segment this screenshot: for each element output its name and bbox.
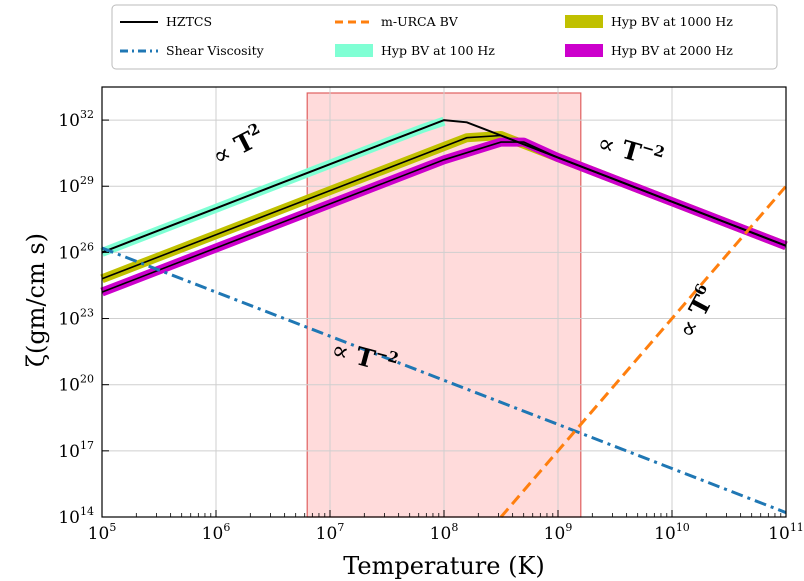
x-tick-label: 107	[316, 521, 345, 544]
y-tick-label: 1023	[58, 307, 94, 330]
annotation-label: ∝ T−2	[594, 126, 666, 174]
y-tick-label: 1026	[58, 240, 94, 263]
series-line	[101, 246, 787, 514]
legend-swatch	[565, 44, 603, 57]
legend-item: Shear Viscosity	[120, 43, 265, 58]
x-tick-label: 1010	[654, 521, 690, 544]
series-line	[499, 185, 788, 518]
y-tick-label: 1029	[58, 174, 94, 197]
series-line	[101, 119, 787, 254]
legend-box	[111, 4, 778, 70]
y-axis-title: ζ(gm/cm s)	[22, 233, 50, 367]
legend-label: Shear Viscosity	[166, 43, 265, 58]
legend-label: Hyp BV at 2000 Hz	[611, 43, 733, 58]
legend-item: HZTCS	[120, 14, 212, 29]
x-tick-label: 106	[202, 521, 231, 544]
y-tick-label: 1032	[58, 108, 94, 131]
legend: HZTCS Shear Viscosity m-URCA BV Hyp BV at 1…	[111, 4, 778, 70]
legend-item: Hyp BV at 100 Hz	[335, 43, 495, 58]
y-tick-label: 1020	[58, 373, 94, 396]
x-axis-title: Temperature (K)	[343, 552, 545, 580]
legend-label: HZTCS	[166, 14, 212, 29]
legend-item: m-URCA BV	[335, 14, 459, 29]
legend-label: m-URCA BV	[381, 14, 459, 29]
legend-label: Hyp BV at 1000 Hz	[611, 14, 733, 29]
x-tick-label: 108	[430, 521, 459, 544]
legend-swatch	[335, 44, 373, 57]
legend-item: Hyp BV at 1000 Hz	[565, 14, 733, 29]
y-tick-label: 1017	[58, 439, 94, 462]
legend-item: Hyp BV at 2000 Hz	[565, 43, 733, 58]
x-tick-label: 109	[544, 521, 573, 544]
legend-swatch	[565, 15, 603, 28]
x-tick-label: 105	[88, 521, 117, 544]
x-tick-label: 1011	[768, 521, 804, 544]
y-tick-label: 1014	[58, 505, 94, 528]
legend-label: Hyp BV at 100 Hz	[381, 43, 495, 58]
